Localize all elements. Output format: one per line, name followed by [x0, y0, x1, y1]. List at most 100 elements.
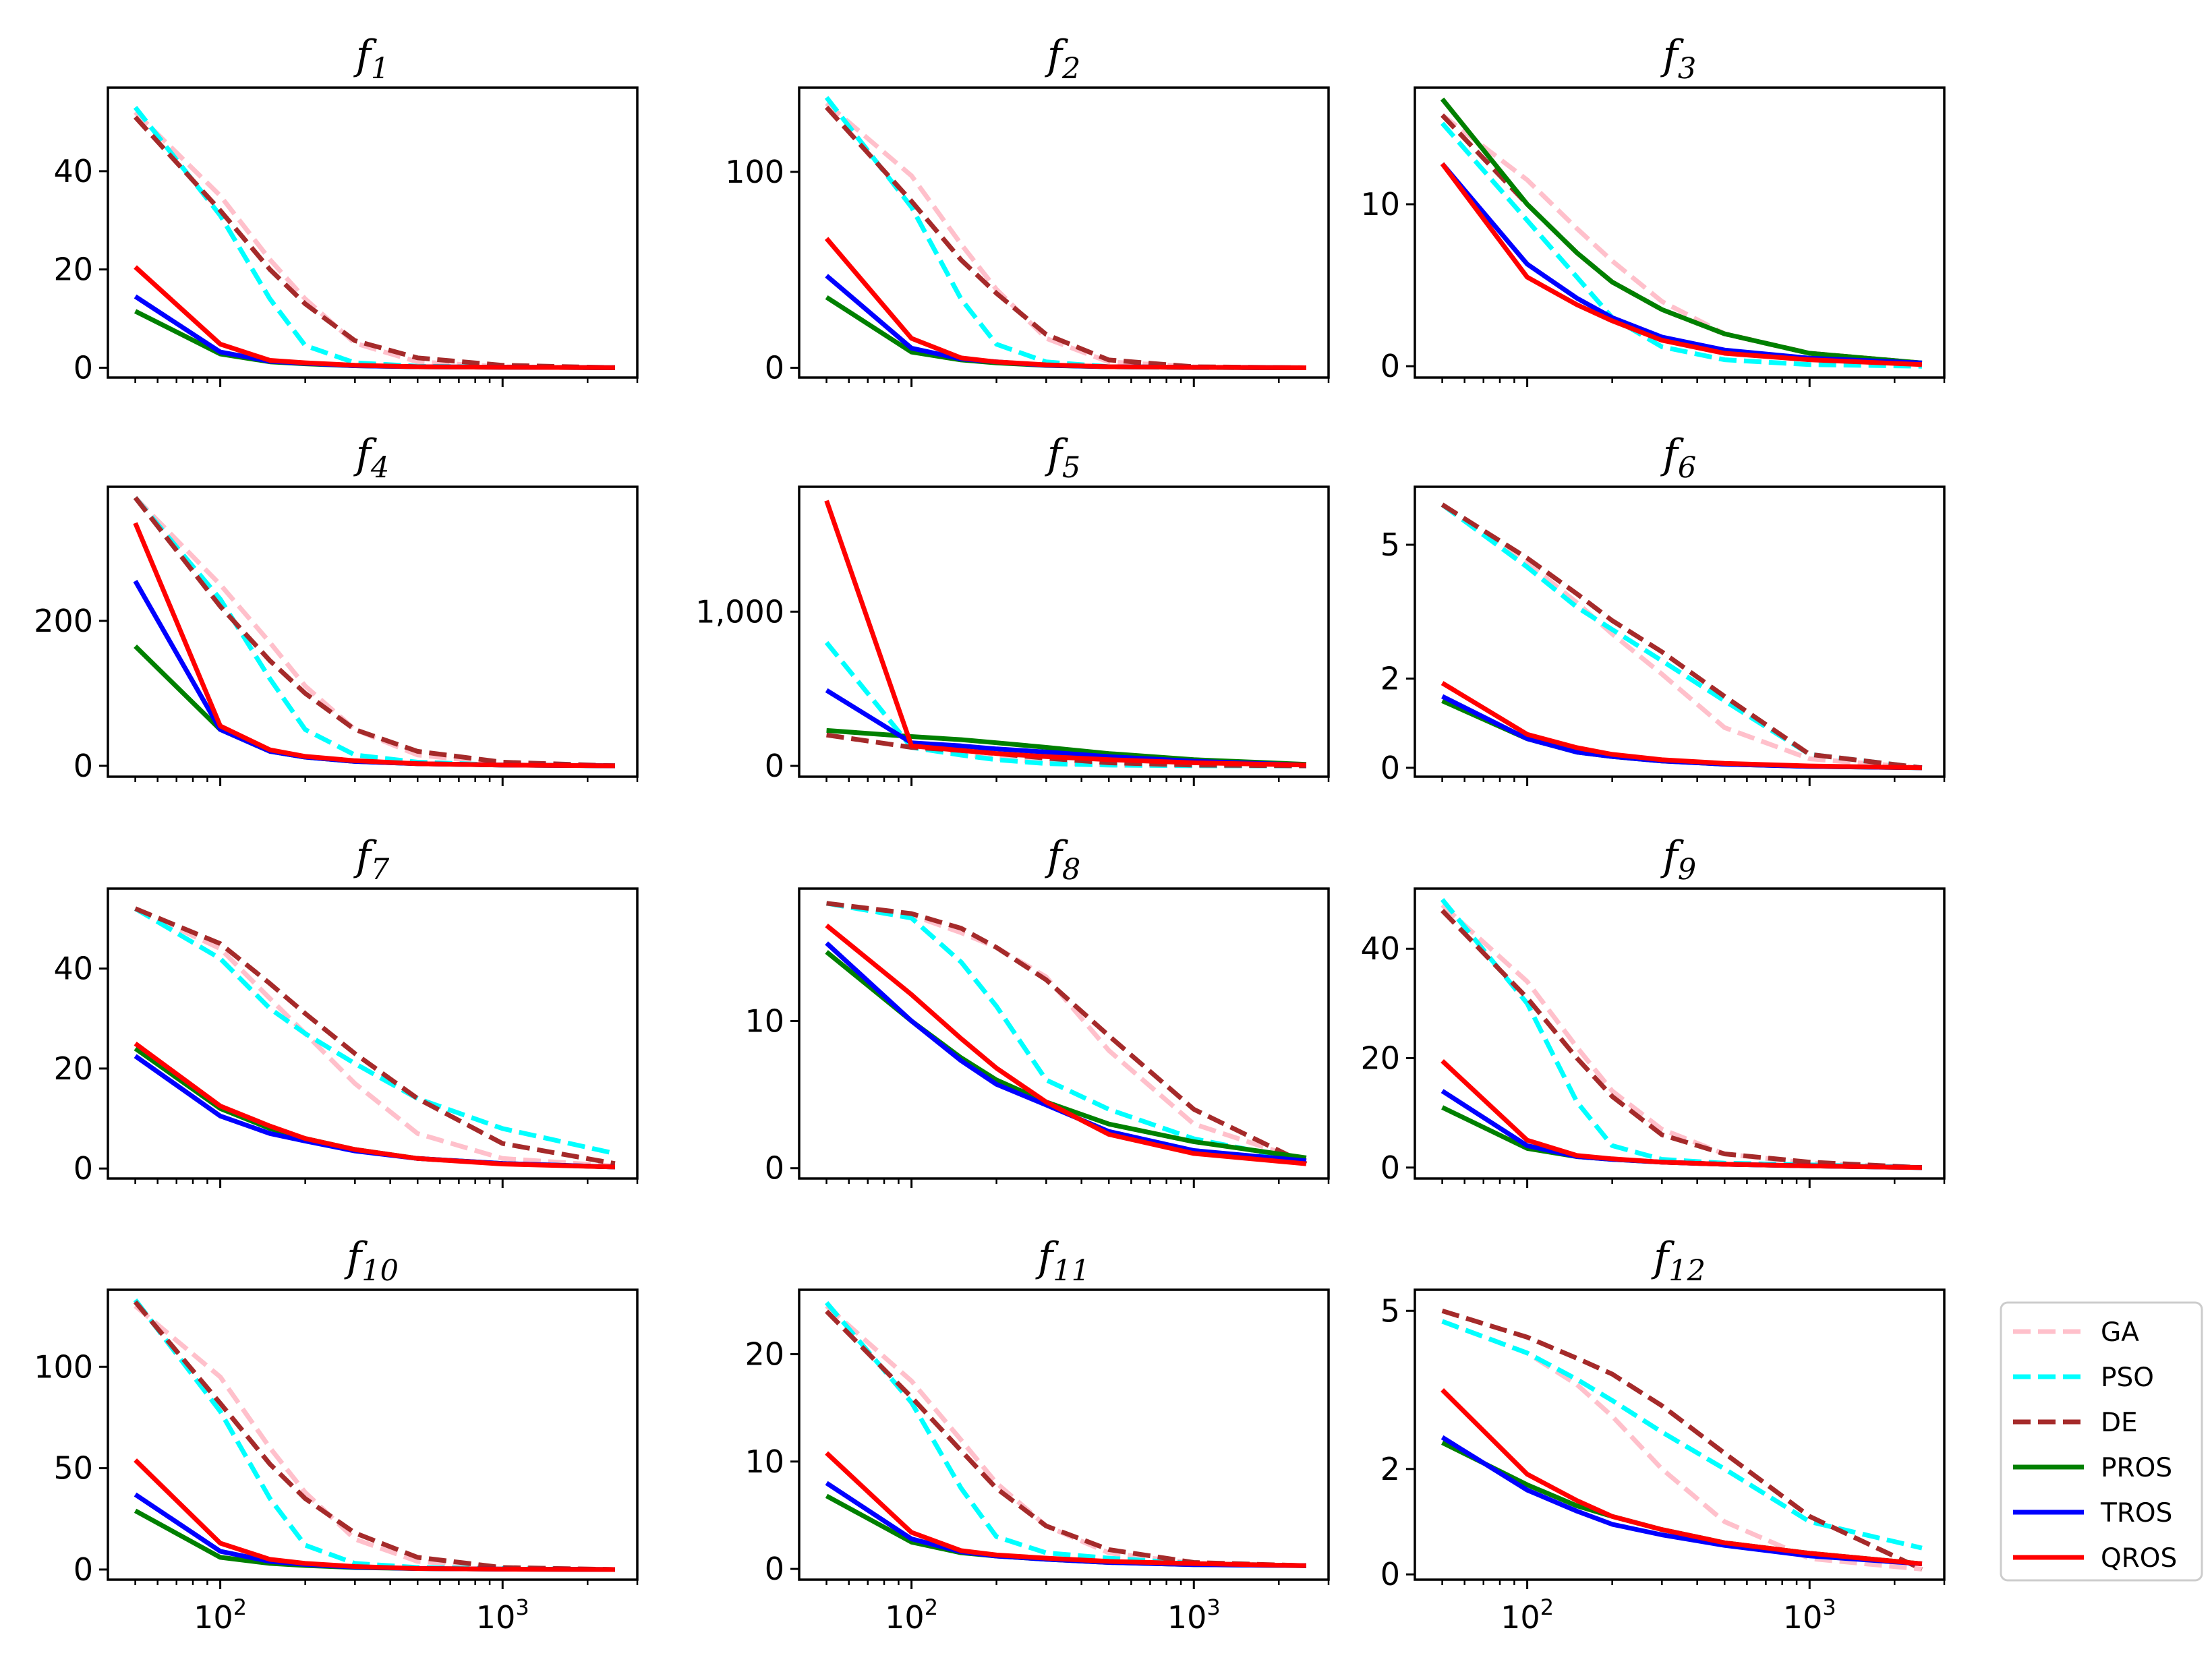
series-line-de [133, 1300, 615, 1572]
plot-frame [1414, 887, 1946, 1180]
series-line-de [1440, 909, 1923, 1170]
x-tick-label: 102 [1501, 1594, 1554, 1636]
plot-frame [798, 1288, 1330, 1581]
plot-frame [107, 1288, 639, 1581]
chart-panel: f2 0 100 [725, 32, 1330, 387]
panel-title-subscript: 1 [371, 52, 389, 86]
y-tick-label: 2 [1380, 1451, 1400, 1487]
series-line-pros [1440, 97, 1923, 365]
series-line-qros [1440, 1388, 1923, 1566]
chart-panel: f11 0 10 20 102 103 [745, 1234, 1330, 1636]
panel-title-subscript: 8 [1062, 853, 1080, 887]
y-tick-label: 5 [1380, 1292, 1400, 1329]
chart-panel: f4 0 200 [34, 431, 639, 786]
panel-title-subscript: 10 [361, 1254, 399, 1288]
plot-frame [1414, 86, 1946, 379]
legend-label-pso: PSO [2101, 1363, 2154, 1393]
series-line-tros [1440, 1435, 1923, 1566]
y-tick-label: 20 [53, 251, 93, 288]
plot-frame [1414, 1288, 1946, 1581]
legend: GA PSO DE PROS TROS QROS [2000, 1301, 2203, 1582]
legend-label-de: DE [2101, 1408, 2138, 1438]
y-tick-label: 0 [765, 748, 784, 784]
series-line-qros [824, 500, 1306, 768]
series-line-pso [134, 906, 616, 1156]
series-line-qros [133, 522, 615, 769]
y-tick-label: 0 [74, 349, 93, 386]
y-tick-label: 0 [765, 1551, 784, 1587]
x-tick-label: 103 [1167, 1594, 1221, 1636]
panel-title: f8 [1045, 833, 1081, 887]
chart-panel: f8 0 10 [745, 833, 1330, 1188]
plot-frame [798, 485, 1330, 778]
y-tick-label: 20 [745, 1336, 784, 1373]
panel-title: f7 [353, 833, 390, 887]
series-line-qros [1440, 162, 1923, 367]
y-tick-label: 5 [1380, 527, 1400, 563]
panel-title-subscript: 6 [1678, 451, 1696, 485]
series-line-de [1441, 1308, 1923, 1572]
panel-title: f2 [1045, 32, 1081, 86]
series-line-qros [1440, 681, 1922, 771]
y-tick-label: 20 [53, 1050, 93, 1087]
y-tick-label: 10 [745, 1003, 784, 1039]
series-line-de [134, 115, 615, 370]
y-tick-label: 0 [74, 1551, 93, 1588]
y-tick-label: 0 [765, 349, 784, 386]
panel-title: f11 [1035, 1234, 1090, 1288]
x-tick-label: 102 [194, 1594, 247, 1636]
series-line-de [134, 906, 616, 1166]
legend-label-ga: GA [2101, 1317, 2139, 1348]
series-line-de [826, 901, 1308, 1166]
panel-title-subscript: 12 [1668, 1254, 1706, 1288]
series-line-ga [134, 906, 616, 1168]
series-line-pso [1441, 1319, 1923, 1551]
x-tick-label: 102 [885, 1594, 938, 1636]
panel-title-subscript: 5 [1062, 451, 1080, 485]
y-tick-label: 50 [53, 1450, 93, 1487]
plot-frame [107, 86, 639, 379]
x-tick-label: 103 [476, 1594, 529, 1636]
y-tick-label: 2 [1380, 660, 1400, 696]
plot-frame [107, 887, 639, 1180]
y-tick-label: 0 [765, 1150, 784, 1187]
y-tick-label: 40 [53, 951, 93, 987]
y-tick-label: 1,000 [695, 593, 784, 630]
panel-title-subscript: 11 [1053, 1254, 1090, 1288]
series-line-pso [826, 901, 1307, 1164]
panel-title-subscript: 2 [1061, 52, 1080, 86]
series-line-tros [825, 941, 1307, 1164]
y-tick-label: 40 [53, 153, 93, 189]
panel-title-subscript: 3 [1678, 52, 1696, 86]
series-line-de [1440, 502, 1923, 771]
plot-frame [1414, 485, 1946, 778]
y-tick-label: 0 [1380, 1150, 1400, 1186]
y-tick-label: 0 [74, 748, 93, 784]
y-tick-label: 100 [34, 1348, 93, 1385]
y-tick-label: 0 [74, 1150, 93, 1187]
series-line-qros [134, 1458, 615, 1572]
chart-panel: f7 0 20 40 [53, 833, 639, 1188]
y-tick-label: 0 [1380, 348, 1400, 384]
legend-label-qros: QROS [2101, 1543, 2177, 1574]
series-line-de [133, 496, 616, 769]
series-line-qros [1440, 1059, 1922, 1170]
y-tick-label: 0 [1380, 750, 1400, 786]
series-line-de [826, 732, 1306, 769]
panel-title-subscript: 9 [1678, 853, 1696, 887]
plot-frame [798, 86, 1330, 379]
y-tick-label: 10 [1360, 186, 1400, 222]
series-line-qros [134, 265, 615, 370]
y-tick-label: 20 [1360, 1040, 1400, 1077]
series-line-qros [825, 1451, 1306, 1568]
panel-title: f4 [353, 431, 390, 485]
plot-frame [798, 887, 1330, 1180]
panel-title-subscript: 7 [371, 853, 390, 887]
series-line-qros [825, 923, 1307, 1166]
